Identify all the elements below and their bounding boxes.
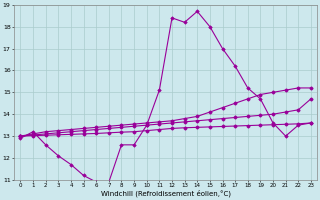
X-axis label: Windchill (Refroidissement éolien,°C): Windchill (Refroidissement éolien,°C) [101, 190, 231, 197]
